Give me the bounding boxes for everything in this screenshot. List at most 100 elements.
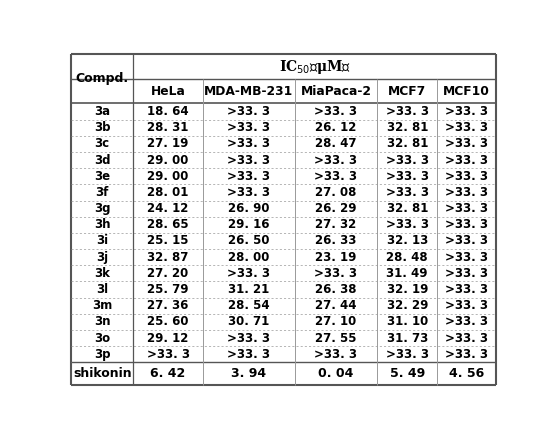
Text: >33. 3: >33. 3 bbox=[386, 105, 429, 118]
Text: 27. 10: 27. 10 bbox=[315, 316, 357, 329]
Text: HeLa: HeLa bbox=[151, 85, 186, 98]
Text: 32. 81: 32. 81 bbox=[387, 202, 428, 215]
Text: 32. 81: 32. 81 bbox=[387, 137, 428, 150]
Text: 3e: 3e bbox=[94, 170, 110, 183]
Text: 23. 19: 23. 19 bbox=[315, 251, 357, 264]
Text: 3a: 3a bbox=[94, 105, 110, 118]
Text: >33. 3: >33. 3 bbox=[147, 348, 189, 361]
Text: >33. 3: >33. 3 bbox=[227, 137, 270, 150]
Text: 18. 64: 18. 64 bbox=[147, 105, 189, 118]
Text: 26. 33: 26. 33 bbox=[315, 234, 357, 247]
Text: >33. 3: >33. 3 bbox=[315, 348, 357, 361]
Text: 32. 29: 32. 29 bbox=[387, 299, 428, 312]
Text: >33. 3: >33. 3 bbox=[386, 186, 429, 199]
Text: >33. 3: >33. 3 bbox=[445, 121, 488, 134]
Text: 28. 01: 28. 01 bbox=[147, 186, 189, 199]
Text: MDA-MB-231: MDA-MB-231 bbox=[204, 85, 294, 98]
Text: 3j: 3j bbox=[96, 251, 108, 264]
Text: 3n: 3n bbox=[94, 316, 110, 329]
Text: >33. 3: >33. 3 bbox=[227, 267, 270, 280]
Text: 3b: 3b bbox=[94, 121, 110, 134]
Text: 29. 12: 29. 12 bbox=[147, 332, 189, 345]
Text: 31. 21: 31. 21 bbox=[228, 283, 269, 296]
Text: 0. 04: 0. 04 bbox=[319, 367, 353, 380]
Text: >33. 3: >33. 3 bbox=[227, 154, 270, 167]
Text: Compd.: Compd. bbox=[76, 72, 129, 85]
Text: IC$_{50}$（μM）: IC$_{50}$（μM） bbox=[279, 58, 351, 76]
Text: MCF7: MCF7 bbox=[388, 85, 427, 98]
Text: >33. 3: >33. 3 bbox=[445, 154, 488, 167]
Text: >33. 3: >33. 3 bbox=[445, 234, 488, 247]
Text: 28. 54: 28. 54 bbox=[228, 299, 270, 312]
Text: >33. 3: >33. 3 bbox=[227, 121, 270, 134]
Text: 3g: 3g bbox=[94, 202, 110, 215]
Text: 27. 32: 27. 32 bbox=[315, 218, 357, 231]
Text: 26. 38: 26. 38 bbox=[315, 283, 357, 296]
Text: 25. 60: 25. 60 bbox=[147, 316, 189, 329]
Text: 3p: 3p bbox=[94, 348, 110, 361]
Text: MCF10: MCF10 bbox=[443, 85, 490, 98]
Text: 3. 94: 3. 94 bbox=[232, 367, 266, 380]
Text: >33. 3: >33. 3 bbox=[386, 154, 429, 167]
Text: 29. 00: 29. 00 bbox=[147, 154, 189, 167]
Text: >33. 3: >33. 3 bbox=[227, 105, 270, 118]
Text: 3m: 3m bbox=[92, 299, 112, 312]
Text: >33. 3: >33. 3 bbox=[445, 332, 488, 345]
Text: 3i: 3i bbox=[96, 234, 108, 247]
Text: 31. 49: 31. 49 bbox=[387, 267, 428, 280]
Text: 3f: 3f bbox=[95, 186, 109, 199]
Text: >33. 3: >33. 3 bbox=[445, 283, 488, 296]
Text: 28. 31: 28. 31 bbox=[147, 121, 189, 134]
Text: >33. 3: >33. 3 bbox=[445, 186, 488, 199]
Text: >33. 3: >33. 3 bbox=[315, 154, 357, 167]
Text: >33. 3: >33. 3 bbox=[315, 170, 357, 183]
Text: 29. 00: 29. 00 bbox=[147, 170, 189, 183]
Text: >33. 3: >33. 3 bbox=[386, 170, 429, 183]
Text: >33. 3: >33. 3 bbox=[315, 267, 357, 280]
Text: >33. 3: >33. 3 bbox=[445, 218, 488, 231]
Text: 30. 71: 30. 71 bbox=[228, 316, 269, 329]
Text: >33. 3: >33. 3 bbox=[445, 299, 488, 312]
Text: >33. 3: >33. 3 bbox=[445, 170, 488, 183]
Text: 28. 48: 28. 48 bbox=[386, 251, 428, 264]
Text: >33. 3: >33. 3 bbox=[445, 105, 488, 118]
Text: 32. 13: 32. 13 bbox=[387, 234, 428, 247]
Text: 3k: 3k bbox=[94, 267, 110, 280]
Text: >33. 3: >33. 3 bbox=[445, 202, 488, 215]
Text: 3h: 3h bbox=[94, 218, 110, 231]
Text: shikonin: shikonin bbox=[73, 367, 131, 380]
Text: 28. 65: 28. 65 bbox=[147, 218, 189, 231]
Text: 27. 08: 27. 08 bbox=[315, 186, 357, 199]
Text: 32. 87: 32. 87 bbox=[147, 251, 189, 264]
Text: >33. 3: >33. 3 bbox=[227, 332, 270, 345]
Text: 31. 73: 31. 73 bbox=[387, 332, 428, 345]
Text: 26. 90: 26. 90 bbox=[228, 202, 270, 215]
Text: >33. 3: >33. 3 bbox=[227, 348, 270, 361]
Text: 3d: 3d bbox=[94, 154, 110, 167]
Text: 25. 15: 25. 15 bbox=[147, 234, 189, 247]
Text: 3l: 3l bbox=[96, 283, 108, 296]
Text: 27. 55: 27. 55 bbox=[315, 332, 357, 345]
Text: 3o: 3o bbox=[94, 332, 110, 345]
Text: 26. 12: 26. 12 bbox=[315, 121, 357, 134]
Text: 28. 47: 28. 47 bbox=[315, 137, 357, 150]
Text: >33. 3: >33. 3 bbox=[227, 170, 270, 183]
Text: MiaPaca-2: MiaPaca-2 bbox=[300, 85, 372, 98]
Text: 26. 50: 26. 50 bbox=[228, 234, 270, 247]
Text: 31. 10: 31. 10 bbox=[387, 316, 428, 329]
Text: >33. 3: >33. 3 bbox=[227, 186, 270, 199]
Text: 29. 16: 29. 16 bbox=[228, 218, 270, 231]
Text: >33. 3: >33. 3 bbox=[386, 348, 429, 361]
Text: 5. 49: 5. 49 bbox=[389, 367, 425, 380]
Text: >33. 3: >33. 3 bbox=[315, 105, 357, 118]
Text: >33. 3: >33. 3 bbox=[445, 348, 488, 361]
Text: >33. 3: >33. 3 bbox=[445, 316, 488, 329]
Text: 26. 29: 26. 29 bbox=[315, 202, 357, 215]
Text: 32. 81: 32. 81 bbox=[387, 121, 428, 134]
Text: >33. 3: >33. 3 bbox=[445, 251, 488, 264]
Text: 24. 12: 24. 12 bbox=[147, 202, 189, 215]
Text: 28. 00: 28. 00 bbox=[228, 251, 270, 264]
Text: 25. 79: 25. 79 bbox=[147, 283, 189, 296]
Text: 27. 19: 27. 19 bbox=[147, 137, 189, 150]
Text: 27. 36: 27. 36 bbox=[147, 299, 189, 312]
